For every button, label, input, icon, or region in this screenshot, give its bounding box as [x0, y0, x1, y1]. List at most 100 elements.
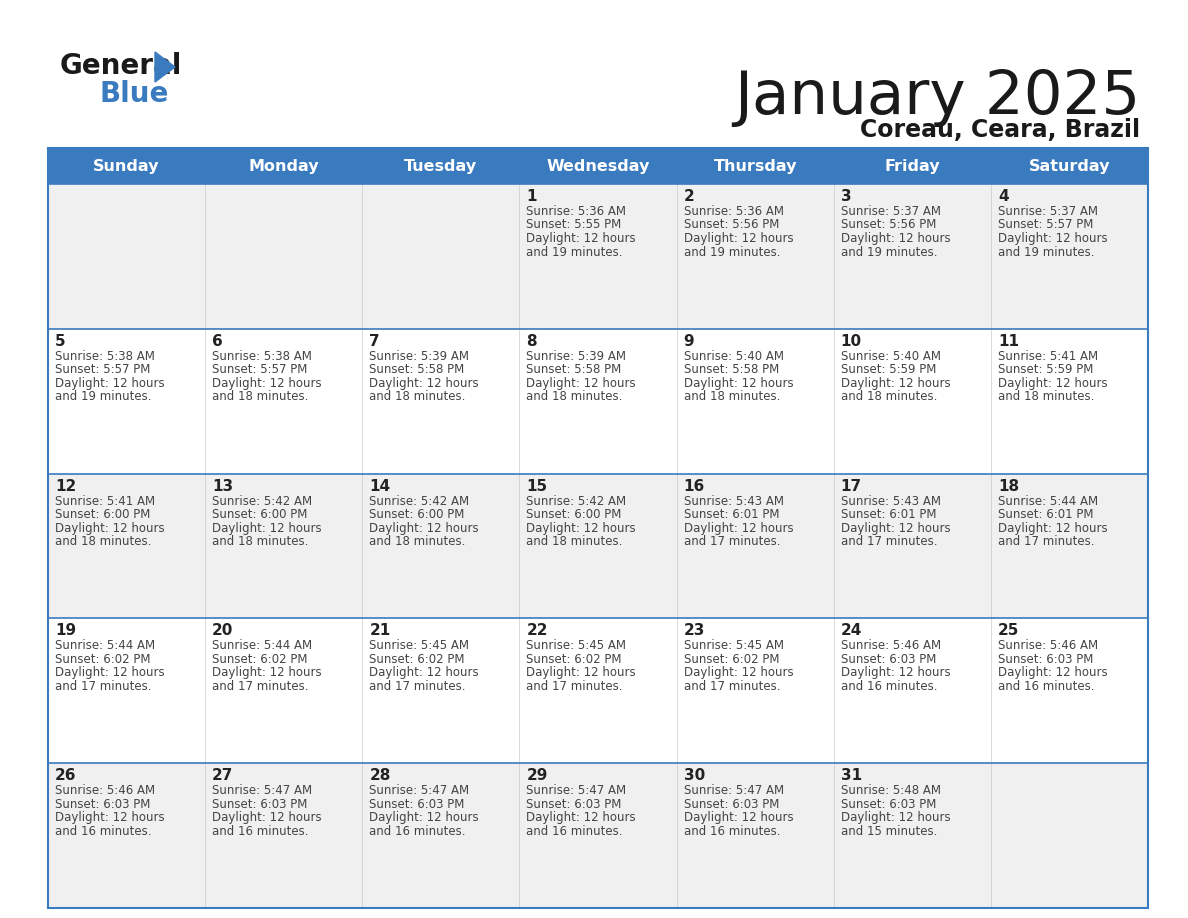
Text: Sunrise: 5:47 AM: Sunrise: 5:47 AM	[369, 784, 469, 797]
Text: Sunrise: 5:46 AM: Sunrise: 5:46 AM	[998, 640, 1098, 653]
Text: Sunset: 6:03 PM: Sunset: 6:03 PM	[841, 653, 936, 666]
Text: Daylight: 12 hours: Daylight: 12 hours	[841, 376, 950, 390]
Text: Daylight: 12 hours: Daylight: 12 hours	[526, 521, 636, 534]
Text: Sunset: 5:59 PM: Sunset: 5:59 PM	[841, 364, 936, 376]
Bar	[48, 148, 1148, 908]
Text: and 15 minutes.: and 15 minutes.	[841, 824, 937, 838]
Text: Sunrise: 5:47 AM: Sunrise: 5:47 AM	[683, 784, 784, 797]
Text: Sunset: 6:03 PM: Sunset: 6:03 PM	[369, 798, 465, 811]
Text: and 18 minutes.: and 18 minutes.	[841, 390, 937, 403]
Text: Daylight: 12 hours: Daylight: 12 hours	[55, 812, 165, 824]
Text: Daylight: 12 hours: Daylight: 12 hours	[841, 521, 950, 534]
Bar	[48, 763, 1148, 908]
Text: Sunrise: 5:36 AM: Sunrise: 5:36 AM	[526, 205, 626, 218]
Text: Sunset: 5:57 PM: Sunset: 5:57 PM	[998, 218, 1093, 231]
Text: Sunset: 6:02 PM: Sunset: 6:02 PM	[526, 653, 623, 666]
Text: and 18 minutes.: and 18 minutes.	[683, 390, 781, 403]
Text: Sunrise: 5:39 AM: Sunrise: 5:39 AM	[369, 350, 469, 363]
Text: Daylight: 12 hours: Daylight: 12 hours	[683, 232, 794, 245]
Text: and 18 minutes.: and 18 minutes.	[369, 535, 466, 548]
Bar	[48, 148, 206, 184]
Text: 30: 30	[683, 768, 704, 783]
Text: and 16 minutes.: and 16 minutes.	[213, 824, 309, 838]
Polygon shape	[154, 52, 175, 82]
Text: Daylight: 12 hours: Daylight: 12 hours	[55, 666, 165, 679]
Text: Sunrise: 5:38 AM: Sunrise: 5:38 AM	[55, 350, 154, 363]
Text: Sunrise: 5:44 AM: Sunrise: 5:44 AM	[213, 640, 312, 653]
Text: Sunrise: 5:37 AM: Sunrise: 5:37 AM	[998, 205, 1098, 218]
Text: Daylight: 12 hours: Daylight: 12 hours	[841, 812, 950, 824]
Text: Saturday: Saturday	[1029, 159, 1110, 174]
Text: Daylight: 12 hours: Daylight: 12 hours	[683, 812, 794, 824]
Bar	[834, 148, 991, 184]
Bar	[677, 148, 834, 184]
Text: Sunset: 5:57 PM: Sunset: 5:57 PM	[55, 364, 151, 376]
Text: and 17 minutes.: and 17 minutes.	[55, 680, 152, 693]
Text: and 19 minutes.: and 19 minutes.	[841, 245, 937, 259]
Text: Sunrise: 5:42 AM: Sunrise: 5:42 AM	[369, 495, 469, 508]
Text: Daylight: 12 hours: Daylight: 12 hours	[526, 376, 636, 390]
Text: 4: 4	[998, 189, 1009, 204]
Text: Wednesday: Wednesday	[546, 159, 650, 174]
Text: Daylight: 12 hours: Daylight: 12 hours	[683, 376, 794, 390]
Text: Daylight: 12 hours: Daylight: 12 hours	[369, 376, 479, 390]
Text: Sunrise: 5:45 AM: Sunrise: 5:45 AM	[526, 640, 626, 653]
Bar	[48, 474, 1148, 619]
Text: Sunset: 6:00 PM: Sunset: 6:00 PM	[526, 508, 621, 521]
Text: and 16 minutes.: and 16 minutes.	[998, 680, 1094, 693]
Text: 5: 5	[55, 334, 65, 349]
Bar	[991, 148, 1148, 184]
Text: Daylight: 12 hours: Daylight: 12 hours	[998, 376, 1107, 390]
Text: 13: 13	[213, 478, 233, 494]
Text: Thursday: Thursday	[713, 159, 797, 174]
Text: Sunrise: 5:39 AM: Sunrise: 5:39 AM	[526, 350, 626, 363]
Text: 18: 18	[998, 478, 1019, 494]
Text: and 16 minutes.: and 16 minutes.	[55, 824, 152, 838]
Text: Sunset: 6:02 PM: Sunset: 6:02 PM	[369, 653, 465, 666]
Text: Blue: Blue	[100, 80, 170, 108]
Text: Sunrise: 5:40 AM: Sunrise: 5:40 AM	[683, 350, 784, 363]
Bar	[48, 619, 1148, 763]
Text: Sunset: 6:02 PM: Sunset: 6:02 PM	[683, 653, 779, 666]
Text: Sunset: 6:00 PM: Sunset: 6:00 PM	[369, 508, 465, 521]
Text: 21: 21	[369, 623, 391, 638]
Text: 22: 22	[526, 623, 548, 638]
Text: Sunrise: 5:46 AM: Sunrise: 5:46 AM	[841, 640, 941, 653]
Text: and 19 minutes.: and 19 minutes.	[55, 390, 152, 403]
Text: Daylight: 12 hours: Daylight: 12 hours	[213, 812, 322, 824]
Text: Monday: Monday	[248, 159, 320, 174]
Text: and 18 minutes.: and 18 minutes.	[526, 535, 623, 548]
Text: and 16 minutes.: and 16 minutes.	[841, 680, 937, 693]
Text: Sunrise: 5:47 AM: Sunrise: 5:47 AM	[213, 784, 312, 797]
Text: Sunset: 5:56 PM: Sunset: 5:56 PM	[841, 218, 936, 231]
Text: Daylight: 12 hours: Daylight: 12 hours	[369, 666, 479, 679]
Text: Daylight: 12 hours: Daylight: 12 hours	[526, 232, 636, 245]
Text: Sunrise: 5:38 AM: Sunrise: 5:38 AM	[213, 350, 312, 363]
Text: Daylight: 12 hours: Daylight: 12 hours	[213, 376, 322, 390]
Text: 16: 16	[683, 478, 704, 494]
Text: 28: 28	[369, 768, 391, 783]
Bar	[48, 329, 1148, 474]
Text: and 19 minutes.: and 19 minutes.	[683, 245, 781, 259]
Text: Daylight: 12 hours: Daylight: 12 hours	[55, 521, 165, 534]
Text: Daylight: 12 hours: Daylight: 12 hours	[998, 666, 1107, 679]
Text: 23: 23	[683, 623, 704, 638]
Text: Sunset: 6:03 PM: Sunset: 6:03 PM	[683, 798, 779, 811]
Text: Daylight: 12 hours: Daylight: 12 hours	[55, 376, 165, 390]
Text: 1: 1	[526, 189, 537, 204]
Text: Sunset: 6:00 PM: Sunset: 6:00 PM	[55, 508, 151, 521]
Bar	[519, 148, 677, 184]
Text: Daylight: 12 hours: Daylight: 12 hours	[683, 521, 794, 534]
Text: 26: 26	[55, 768, 76, 783]
Text: and 17 minutes.: and 17 minutes.	[683, 535, 781, 548]
Text: Sunset: 5:59 PM: Sunset: 5:59 PM	[998, 364, 1093, 376]
Text: and 19 minutes.: and 19 minutes.	[998, 245, 1094, 259]
Text: Sunrise: 5:45 AM: Sunrise: 5:45 AM	[683, 640, 784, 653]
Text: Sunrise: 5:41 AM: Sunrise: 5:41 AM	[998, 350, 1098, 363]
Text: 2: 2	[683, 189, 694, 204]
Text: Sunset: 6:00 PM: Sunset: 6:00 PM	[213, 508, 308, 521]
Text: Sunrise: 5:41 AM: Sunrise: 5:41 AM	[55, 495, 156, 508]
Text: and 18 minutes.: and 18 minutes.	[998, 390, 1094, 403]
Text: and 17 minutes.: and 17 minutes.	[998, 535, 1094, 548]
Text: Daylight: 12 hours: Daylight: 12 hours	[369, 521, 479, 534]
